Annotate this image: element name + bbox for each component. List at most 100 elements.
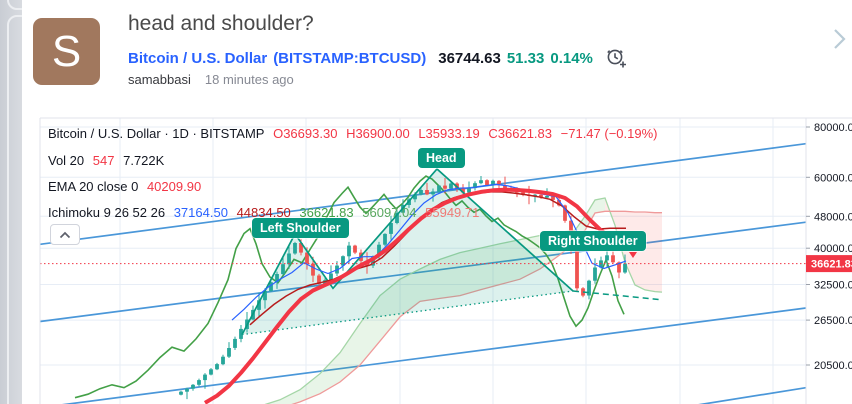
last-price-tag-label: 36621.83 xyxy=(811,259,852,271)
ema-indicator-label[interactable]: EMA 20 close 0 xyxy=(48,179,139,194)
ohlc-close: C36621.83 xyxy=(488,126,553,141)
price-axis: 80000.00 60000.00 48000.00 40000.00 32500.00… xyxy=(805,118,852,404)
axis-tick-label: 40000.00 xyxy=(814,243,852,255)
candle-body xyxy=(263,291,267,301)
alert-clock-icon[interactable] xyxy=(605,46,629,70)
candle-body xyxy=(479,180,483,184)
ichimoku-senkou-b-value: 55949.71 xyxy=(425,205,480,220)
symbol-row: Bitcoin / U.S. Dollar (BITSTAMP:BTCUSD) … xyxy=(128,46,629,70)
candle-body xyxy=(587,280,591,296)
chevron-right-icon[interactable] xyxy=(832,26,848,57)
chikou-line xyxy=(74,175,625,399)
tenkan-line xyxy=(231,183,627,321)
idea-title[interactable]: head and shoulder? xyxy=(128,12,314,35)
avatar[interactable]: S xyxy=(33,18,100,85)
trend-channel-line xyxy=(40,221,806,323)
symbol-change-pct: 0.14% xyxy=(550,49,593,67)
axis-tick-label: 32500.00 xyxy=(814,280,852,292)
candle-body xyxy=(341,256,345,266)
symbol-change-abs: 51.33 xyxy=(506,49,545,67)
ichimoku-senkou-a-value: 56097.04 xyxy=(362,205,417,220)
ema-line xyxy=(203,187,628,404)
candle-body xyxy=(311,263,315,276)
candle-body xyxy=(449,183,453,189)
candle-body xyxy=(281,264,285,275)
candle-body xyxy=(299,243,303,253)
ohlc-low: L35933.19 xyxy=(418,126,480,141)
adjacent-card-edge xyxy=(7,15,22,404)
candle-body xyxy=(191,384,195,389)
candle-body xyxy=(197,380,201,385)
axis-tick-label: 80000.00 xyxy=(814,122,852,134)
candle-body xyxy=(539,194,543,198)
candle-body xyxy=(473,183,477,189)
candle-body xyxy=(353,245,357,253)
symbol-link[interactable]: Bitcoin / U.S. Dollar xyxy=(128,49,268,67)
candle-body xyxy=(329,273,333,281)
ohlc-high: H36900.00 xyxy=(346,126,410,141)
ichimoku-tenkan-value: 37164.50 xyxy=(173,205,228,220)
candle-body xyxy=(293,243,297,254)
candle-body xyxy=(485,180,489,185)
candle-body xyxy=(437,185,441,192)
candle-body xyxy=(221,356,225,365)
candle-body xyxy=(377,244,381,257)
candle-body xyxy=(239,328,243,339)
pattern-extension xyxy=(572,290,661,301)
candle-body xyxy=(395,212,399,223)
pattern-zigzag xyxy=(241,167,574,335)
ichimoku-chikou-value: 36621.83 xyxy=(299,205,354,220)
author-row: samabbasi 18 minutes ago xyxy=(128,72,294,87)
candle-body xyxy=(497,180,501,186)
candle-body xyxy=(275,274,279,283)
candle-body xyxy=(617,262,621,273)
candle-body xyxy=(503,185,507,189)
candle-body xyxy=(563,205,567,221)
pattern-fill xyxy=(242,169,573,335)
senkou-b-line xyxy=(291,210,662,404)
axis-tick-label: 48000.00 xyxy=(814,211,852,223)
candle-body xyxy=(305,252,309,264)
volume-ma-value: 7.722K xyxy=(123,153,165,168)
candle-body xyxy=(557,200,561,206)
candle-body xyxy=(605,255,609,261)
ichimoku-indicator-label[interactable]: Ichimoku 9 26 52 26 xyxy=(48,205,166,220)
candle-body xyxy=(227,348,231,357)
candle-body xyxy=(545,196,549,198)
candle-body xyxy=(287,253,291,265)
legend-symbol-title[interactable]: Bitcoin / U.S. Dollar · 1D · BITSTAMP xyxy=(48,126,265,141)
trend-channel-line xyxy=(61,307,806,404)
volume-indicator-label[interactable]: Vol 20 xyxy=(48,153,85,168)
axis-tick-label: 20500.00 xyxy=(814,360,852,372)
candle-body xyxy=(593,267,597,281)
author-name[interactable]: samabbasi xyxy=(128,72,191,87)
candle-body xyxy=(389,223,393,234)
candle-body xyxy=(533,194,537,196)
symbol-ticker[interactable]: (BITSTAMP:BTCUSD) xyxy=(273,49,427,67)
pattern-label-right-shoulder: Right Shoulder xyxy=(540,231,646,251)
legend-ema-row: EMA 20 close 0 40209.90 xyxy=(48,179,206,194)
legend-volume-row: Vol 20 547 7.722K xyxy=(48,153,169,168)
axis-tick-label: 60000.00 xyxy=(814,172,852,184)
collapse-indicators-button[interactable] xyxy=(50,224,80,245)
adjacent-card-edge xyxy=(7,0,22,10)
candle-body xyxy=(203,374,207,381)
candle-body xyxy=(443,185,447,189)
candle-body xyxy=(233,338,237,348)
candle-body xyxy=(317,275,321,284)
trend-channel-line xyxy=(698,386,806,404)
candle-body xyxy=(257,300,261,310)
post-time: 18 minutes ago xyxy=(204,72,294,87)
candle-body xyxy=(269,282,273,291)
candle-body xyxy=(185,388,189,392)
senkou-a-line xyxy=(264,197,663,404)
last-price-tag xyxy=(806,255,852,273)
pattern-label-left-shoulder: Left Shoulder xyxy=(252,218,349,238)
candle-body xyxy=(431,191,435,195)
candle-body xyxy=(425,190,429,195)
candle-body xyxy=(179,391,183,395)
down-arrow-marker xyxy=(629,252,637,259)
left-rail xyxy=(0,0,22,404)
pattern-label-head: Head xyxy=(418,148,465,168)
